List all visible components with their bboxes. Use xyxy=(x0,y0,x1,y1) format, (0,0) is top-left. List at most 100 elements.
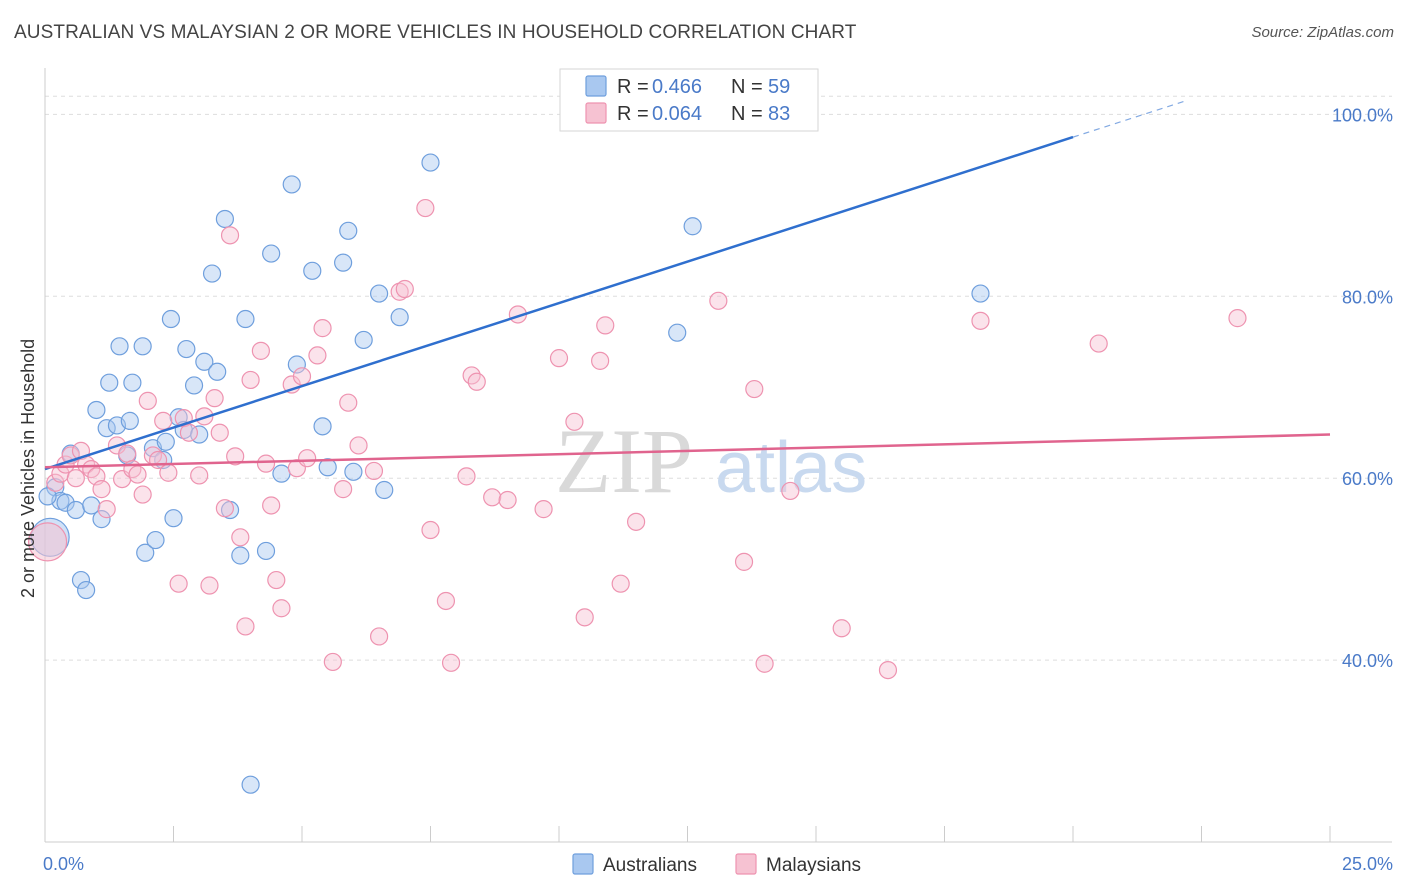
malaysians-point xyxy=(231,528,250,547)
legend-n-label-2: N = xyxy=(731,103,763,125)
malaysians-point xyxy=(549,349,569,368)
australians-point xyxy=(82,496,101,515)
legend-n-value-2: 83 xyxy=(768,103,790,125)
malaysians-trend-line xyxy=(44,433,1331,469)
malaysians-points xyxy=(27,198,1247,680)
australians-point xyxy=(46,478,65,497)
malaysians-point xyxy=(267,570,286,590)
australians-trend-extension xyxy=(1072,100,1187,138)
australians-point xyxy=(318,458,337,477)
legend-r-value-1: 0.466 xyxy=(652,76,702,98)
legend-swatch-malaysians xyxy=(585,102,607,124)
australians-point xyxy=(195,352,214,371)
malaysians-point xyxy=(292,367,312,386)
malaysians-point xyxy=(832,619,851,638)
malaysians-point xyxy=(190,466,209,485)
australians-point xyxy=(97,419,116,438)
y-tick-label: 100.0% xyxy=(1332,105,1393,125)
malaysians-point xyxy=(626,512,646,531)
australians-point xyxy=(241,775,260,794)
malaysians-point xyxy=(298,449,317,468)
malaysians-point xyxy=(308,346,327,365)
australians-point xyxy=(100,373,119,392)
australians-point xyxy=(339,221,358,240)
malaysians-point xyxy=(46,473,65,492)
legend-n-value-1: 59 xyxy=(768,76,790,98)
malaysians-point xyxy=(215,499,234,518)
australians-point xyxy=(202,264,222,283)
chart-title: AUSTRALIAN VS MALAYSIAN 2 OR MORE VEHICL… xyxy=(14,22,857,43)
malaysians-point xyxy=(364,461,384,481)
malaysians-point xyxy=(709,291,728,310)
malaysians-point xyxy=(200,576,219,595)
legend-n-label-1: N = xyxy=(731,76,763,98)
malaysians-point xyxy=(611,574,630,593)
australians-point xyxy=(184,376,204,395)
y-tick-labels: 40.0% 60.0% 80.0% 100.0% xyxy=(1332,105,1393,671)
legend-r-label-2: R = xyxy=(617,103,649,125)
malaysians-point xyxy=(66,469,85,488)
malaysians-point xyxy=(591,351,610,370)
australians-point xyxy=(272,464,291,483)
malaysians-point xyxy=(236,617,255,636)
australians-point xyxy=(282,175,301,194)
bottom-legend-malaysians: Malaysians xyxy=(766,855,861,876)
australians-point xyxy=(66,500,85,520)
australians-point xyxy=(390,308,409,327)
australians-point xyxy=(256,541,276,561)
malaysians-point xyxy=(441,653,461,672)
australians-point xyxy=(215,209,234,229)
malaysians-point xyxy=(210,423,229,442)
malaysians-point xyxy=(534,500,553,519)
trend-lines xyxy=(44,100,1331,471)
malaysians-point xyxy=(226,447,245,466)
malaysians-point xyxy=(596,316,615,335)
top-legend: R = 0.466 N = 59 R = 0.064 N = 83 xyxy=(559,68,819,132)
malaysians-point xyxy=(457,467,476,486)
australians-point xyxy=(354,330,373,350)
legend-r-label-1: R = xyxy=(617,76,649,98)
malaysians-point xyxy=(781,481,800,501)
malaysians-point xyxy=(436,591,456,611)
watermark: ZIP atlas xyxy=(555,410,867,512)
australians-point xyxy=(120,411,139,430)
australians-trend-line xyxy=(44,135,1074,471)
australians-point xyxy=(370,284,389,303)
y-tick-label: 60.0% xyxy=(1342,469,1393,489)
y-tick-label: 80.0% xyxy=(1342,287,1393,307)
australians-point xyxy=(110,337,129,356)
malaysians-point xyxy=(390,282,409,301)
malaysians-point xyxy=(878,660,898,680)
malaysians-point xyxy=(370,627,389,646)
australians-point xyxy=(334,253,353,272)
australians-point xyxy=(123,373,142,392)
australians-point xyxy=(668,323,687,342)
australians-point xyxy=(92,510,111,529)
australians-point xyxy=(156,432,175,451)
malaysians-point xyxy=(241,370,260,390)
malaysians-point xyxy=(334,480,353,499)
malaysians-point xyxy=(133,485,152,504)
australians-point xyxy=(87,400,106,420)
malaysians-point xyxy=(755,654,774,673)
bottom-legend-swatch-malaysians xyxy=(735,853,757,875)
bottom-legend-swatch-australians xyxy=(572,853,594,875)
malaysians-point xyxy=(154,411,173,430)
australians-point xyxy=(133,337,152,356)
australians-point xyxy=(231,546,250,565)
australians-point xyxy=(146,530,165,550)
malaysians-point xyxy=(395,279,414,299)
malaysians-point xyxy=(1228,309,1247,328)
malaysians-point xyxy=(169,574,188,593)
australians-point xyxy=(287,355,306,374)
malaysians-point xyxy=(92,480,111,499)
malaysians-point xyxy=(734,552,754,571)
australians-point xyxy=(161,309,181,329)
y-axis-label: 2 or more Vehicles in Household xyxy=(18,339,38,598)
malaysians-point xyxy=(971,311,990,330)
australians-point xyxy=(38,487,57,506)
malaysians-point xyxy=(128,465,147,484)
australians-point xyxy=(177,339,196,359)
watermark-atlas: atlas xyxy=(715,428,867,508)
